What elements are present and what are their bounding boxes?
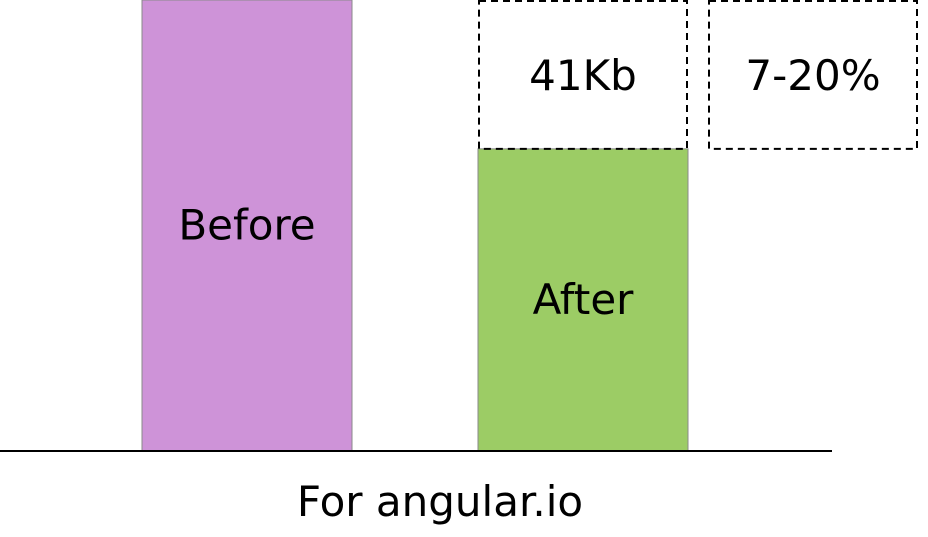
annotation-boxes: 41Kb 7-20%	[478, 0, 918, 150]
bar-label-before: Before	[178, 201, 315, 250]
annotation-box-1	[478, 0, 688, 150]
annotation-label-2: 7-20%	[745, 51, 880, 100]
bar-before	[141, 0, 353, 452]
x-axis-label: For angular.io	[297, 477, 583, 526]
annotation-box-2	[708, 0, 918, 150]
bar-label-after: After	[533, 275, 635, 324]
annotation-label-1: 41Kb	[529, 51, 637, 100]
bars-group: Before After	[141, 0, 689, 452]
